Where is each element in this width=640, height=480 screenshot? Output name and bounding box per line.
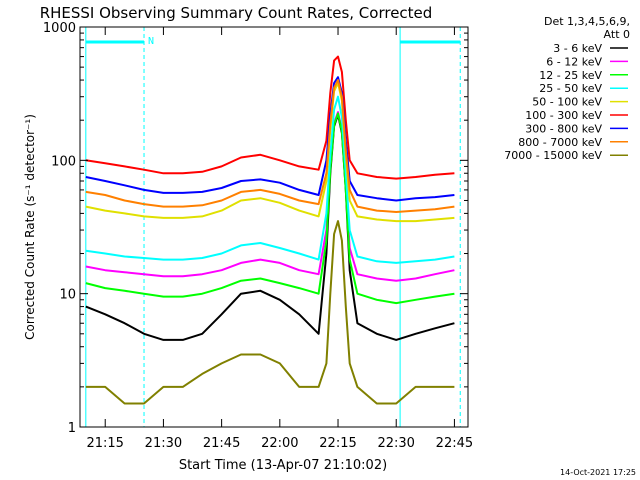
legend-label-3: 25 - 50 keV [539, 82, 602, 95]
series-lines [85, 55, 455, 405]
plot-frame [79, 26, 469, 428]
series-line-5 [85, 55, 455, 180]
x-tick-label-2: 21:45 [203, 436, 240, 451]
legend-label-1: 6 - 12 keV [546, 55, 602, 68]
series-line-8 [85, 220, 455, 405]
night-markers [85, 27, 461, 427]
legend-header-line-2: Att 0 [604, 28, 630, 41]
legend-label-0: 3 - 6 keV [553, 42, 602, 55]
x-tick-label-6: 22:45 [436, 436, 473, 451]
legend-label-7: 800 - 7000 keV [518, 136, 602, 149]
legend-label-5: 100 - 300 keV [525, 109, 602, 122]
chart-title: RHESSI Observing Summary Count Rates, Co… [40, 4, 433, 22]
legend-label-4: 50 - 100 keV [532, 96, 602, 109]
series-line-2 [85, 112, 455, 305]
y-tick-label-3: 1000 [43, 21, 76, 36]
x-tick-label-4: 22:15 [319, 436, 356, 451]
x-tick-label-1: 21:30 [145, 436, 182, 451]
series-line-4 [85, 82, 455, 223]
series-line-0 [85, 113, 455, 341]
legend-label-6: 300 - 800 keV [525, 122, 602, 135]
x-tick-label-3: 22:00 [261, 436, 298, 451]
series-line-3 [85, 95, 455, 264]
x-tick-label-5: 22:30 [377, 436, 414, 451]
series-line-7 [85, 79, 455, 213]
series-line-6 [85, 76, 455, 202]
y-tick-label-1: 10 [59, 288, 76, 303]
y-tick-label-2: 100 [51, 154, 76, 169]
night-flag-label: N [148, 36, 154, 47]
x-axis-label: Start Time (13-Apr-07 21:10:02) [179, 458, 387, 473]
footer-timestamp: 14-Oct-2021 17:25 [560, 468, 636, 477]
axis-ticks: 21:15 21:30 21:45 22:00 22:15 22:30 22:45 1 10 10… [43, 21, 473, 451]
legend-label-2: 12 - 25 keV [539, 69, 602, 82]
y-axis-label: Corrected Count Rate (s⁻¹ detector⁻¹) [23, 114, 37, 340]
series-line-1 [85, 111, 455, 282]
y-tick-label-0: 1 [68, 421, 76, 436]
x-tick-label-0: 21:15 [86, 436, 123, 451]
legend-header-line-1: Det 1,3,4,5,6,9, [544, 15, 630, 28]
legend-label-8: 7000 - 15000 keV [504, 149, 602, 162]
